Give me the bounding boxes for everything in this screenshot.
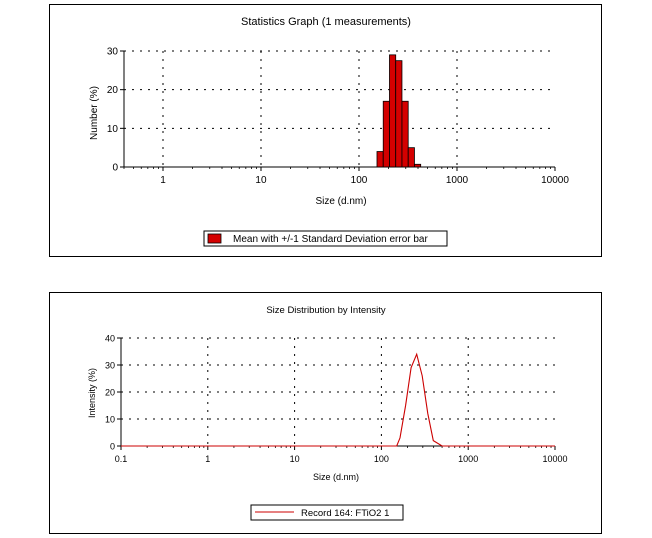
y-tick-label: 40 — [105, 334, 115, 344]
axes-layer — [120, 50, 556, 171]
bar — [395, 60, 403, 168]
legend-label: Record 164: FTiO2 1 — [301, 508, 389, 519]
legend-box — [250, 504, 404, 521]
legend-label: Mean with +/-1 Standard Deviation error … — [233, 234, 428, 245]
y-tick-label: 10 — [105, 415, 115, 425]
x-tick-label: 10000 — [541, 175, 569, 186]
grid-layer — [121, 337, 555, 446]
series-line — [121, 352, 555, 447]
x-tick-label: 100 — [374, 454, 389, 464]
bar — [376, 151, 384, 168]
y-tick-label: 0 — [112, 163, 118, 174]
legend-swatch — [207, 233, 222, 244]
bar — [382, 100, 390, 168]
y-tick-label: 20 — [105, 388, 115, 398]
x-tick-label: 10 — [255, 175, 267, 186]
y-tick-label: 0 — [110, 442, 115, 452]
y-tick-label: 30 — [105, 361, 115, 371]
bar — [407, 147, 415, 168]
x-tick-label: 1 — [205, 454, 210, 464]
x-tick-label: 1000 — [446, 175, 469, 186]
statistics-graph-svg: Statistics Graph (1 measurements) Size (… — [89, 16, 569, 247]
bar — [389, 54, 397, 168]
tick-labels-layer: 0 10 20 30 1 10 100 1000 10000 — [107, 47, 569, 187]
x-tick-label: 10000 — [542, 454, 567, 464]
bar — [401, 100, 409, 168]
tick-labels-layer: 0 10 20 30 40 0.1 1 10 100 1000 10000 — [105, 334, 568, 465]
x-tick-label: 1 — [160, 175, 166, 186]
y-tick-label: 20 — [107, 85, 119, 96]
x-axis-label: Size (d.nm) — [315, 196, 366, 207]
x-axis-label: Size (d.nm) — [313, 472, 359, 482]
statistics-graph-panel: Statistics Graph (1 measurements) Size (… — [49, 4, 602, 257]
chart-title: Size Distribution by Intensity — [266, 305, 386, 316]
y-axis-label: Number (%) — [89, 86, 100, 140]
legend: Mean with +/-1 Standard Deviation error … — [203, 230, 448, 247]
chart-title: Statistics Graph (1 measurements) — [241, 16, 411, 28]
x-tick-label: 10 — [290, 454, 300, 464]
size-distribution-svg: Size Distribution by Intensity Size (d.n… — [87, 305, 568, 521]
x-tick-label: 100 — [351, 175, 368, 186]
size-distribution-panel: Size Distribution by Intensity Size (d.n… — [49, 292, 602, 534]
x-tick-label: 1000 — [458, 454, 478, 464]
axes-layer — [117, 337, 556, 450]
series-line-layer — [121, 352, 555, 447]
y-tick-label: 30 — [107, 47, 119, 58]
legend-box — [203, 230, 448, 247]
y-tick-label: 10 — [107, 124, 119, 135]
legend: Record 164: FTiO2 1 — [250, 504, 404, 521]
grid-layer — [124, 50, 555, 167]
bars-layer — [376, 54, 422, 168]
bar — [414, 163, 422, 168]
x-tick-label: 0.1 — [115, 454, 128, 464]
y-axis-label: Intensity (%) — [87, 368, 97, 418]
